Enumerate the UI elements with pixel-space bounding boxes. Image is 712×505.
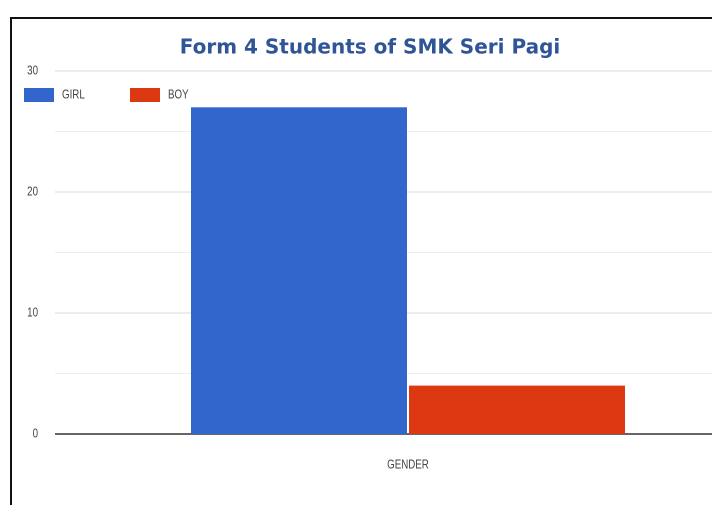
x-tick-label: GENDER [387, 458, 429, 472]
chart-title: Form 4 Students of SMK Seri Pagi [180, 35, 561, 59]
legend-label: BOY [168, 88, 189, 102]
legend-swatch [24, 88, 54, 102]
y-tick-label: 0 [33, 427, 38, 441]
legend-label: GIRL [62, 88, 85, 102]
y-tick-label: 10 [27, 306, 38, 320]
y-tick-label: 20 [27, 185, 38, 199]
bar [191, 107, 407, 435]
legend-swatch [130, 88, 160, 102]
bar [409, 385, 625, 434]
y-tick-label: 30 [27, 64, 38, 78]
